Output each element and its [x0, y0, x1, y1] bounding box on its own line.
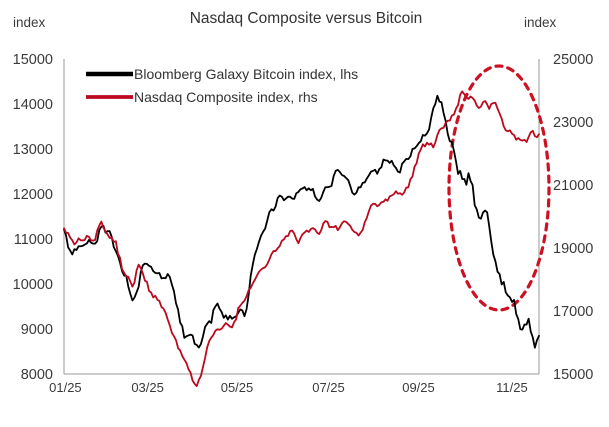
svg-text:Nasdaq Composite versus Bitcoi: Nasdaq Composite versus Bitcoin	[190, 10, 423, 27]
svg-text:05/25: 05/25	[221, 380, 254, 395]
svg-text:index: index	[13, 15, 46, 30]
svg-text:15000: 15000	[13, 52, 53, 68]
svg-text:13000: 13000	[13, 142, 53, 158]
svg-text:07/25: 07/25	[312, 380, 345, 395]
svg-text:Bloomberg Galaxy Bitcoin index: Bloomberg Galaxy Bitcoin index, lhs	[134, 66, 358, 82]
svg-text:11000: 11000	[14, 232, 53, 248]
svg-text:index: index	[524, 15, 557, 30]
svg-text:15000: 15000	[553, 367, 593, 383]
svg-text:21000: 21000	[553, 178, 593, 194]
svg-text:11/25: 11/25	[496, 380, 528, 395]
svg-text:Nasdaq Composite index, rhs: Nasdaq Composite index, rhs	[134, 89, 318, 105]
svg-text:10000: 10000	[13, 277, 53, 293]
svg-text:17000: 17000	[553, 304, 593, 320]
svg-text:19000: 19000	[553, 241, 593, 257]
svg-text:09/25: 09/25	[402, 380, 435, 395]
svg-text:01/25: 01/25	[49, 380, 82, 395]
svg-text:12000: 12000	[13, 187, 53, 203]
svg-text:14000: 14000	[13, 97, 53, 113]
svg-text:23000: 23000	[553, 115, 593, 131]
svg-text:25000: 25000	[553, 52, 593, 68]
svg-text:9000: 9000	[21, 322, 53, 338]
svg-text:03/25: 03/25	[131, 380, 164, 395]
